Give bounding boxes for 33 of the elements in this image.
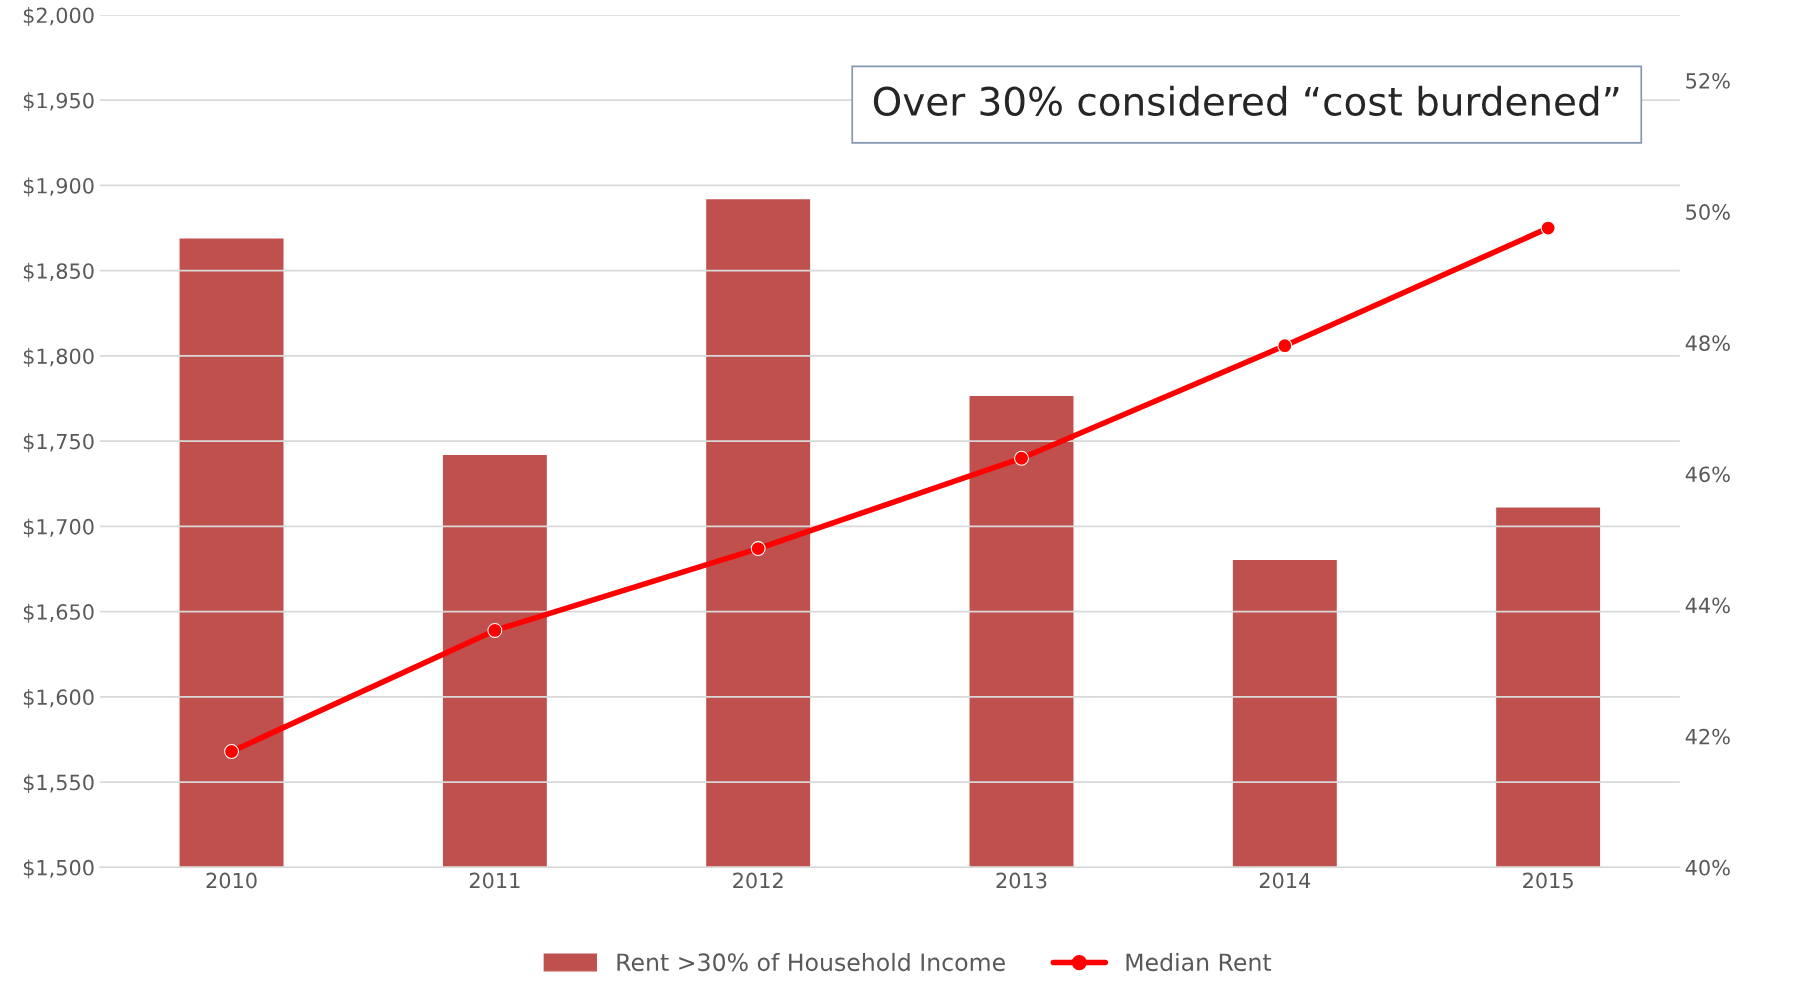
- annotation: Over 30% considered “cost burdened”: [873, 85, 1619, 116]
- y2-tick-label: 40%: [1685, 859, 1730, 876]
- y-tick-label: $1,700: [23, 518, 94, 538]
- y-tick-label: $1,500: [23, 859, 94, 879]
- y-tick-label: $1,550: [23, 774, 94, 794]
- y2-tick-label: 48%: [1685, 335, 1730, 352]
- y-tick-label: $1,600: [23, 688, 94, 708]
- point: [487, 622, 503, 638]
- x-tick-label: 2015: [1523, 872, 1573, 889]
- y2-tick-label: 46%: [1685, 466, 1730, 483]
- y-tick-label: $1,900: [23, 177, 94, 197]
- x-tick-label: 2013: [996, 872, 1047, 889]
- y-tick-label: $1,950: [23, 92, 94, 112]
- y2-tick-label: 44%: [1685, 597, 1730, 614]
- point: [1540, 220, 1556, 236]
- y-tick-label: $1,800: [23, 348, 94, 367]
- y2-tick-label: 50%: [1686, 204, 1730, 220]
- y-tick-label: $1,850: [23, 262, 94, 282]
- x-tick-label: 2011: [469, 872, 520, 889]
- point: [750, 541, 766, 557]
- y-tick-label: $1,650: [23, 603, 94, 623]
- legend-label: Median Rent: [1126, 952, 1272, 972]
- y2-tick-label: 52%: [1686, 72, 1730, 89]
- x-tick-label: 2010: [206, 872, 257, 889]
- x-tick-label: 2012: [733, 872, 783, 889]
- point: [224, 743, 239, 759]
- point: [1277, 338, 1293, 354]
- point: [1014, 450, 1029, 466]
- y-tick-label: $1,750: [23, 433, 94, 453]
- x-tick-label: 2014: [1259, 872, 1311, 889]
- y-tick-label: $2,000: [23, 7, 94, 26]
- legend-label: Rent >30% of Household Income: [617, 952, 1005, 972]
- y2-tick-label: 42%: [1685, 728, 1730, 745]
